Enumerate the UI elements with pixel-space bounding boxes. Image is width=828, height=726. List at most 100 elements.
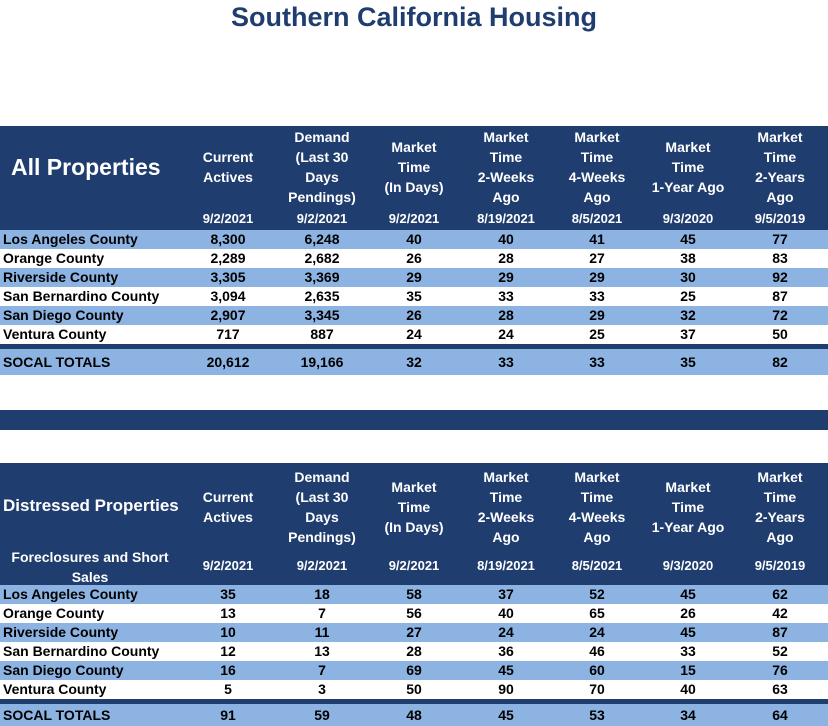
- table-cell: 28: [498, 250, 514, 266]
- distressed-properties-header: Distressed Properties Foreclosures and S…: [0, 463, 828, 585]
- table-cell: 45: [680, 586, 696, 602]
- table-cell: 69: [406, 662, 422, 678]
- all-properties-table: All Properties Current Actives Demand (Las…: [0, 126, 828, 375]
- distressed-properties-heading: Distressed Properties: [3, 496, 179, 515]
- total-cell: 35: [680, 354, 696, 370]
- total-cell: 20,612: [206, 354, 250, 370]
- table-cell: 50: [406, 681, 422, 697]
- table-row: Riverside County 3,305 3,369 29 29 29 30 92: [0, 268, 828, 287]
- table-cell: 37: [498, 586, 514, 602]
- county-name: San Diego County: [3, 307, 124, 323]
- table-cell: 8,300: [210, 231, 246, 247]
- table-cell: 3,369: [304, 269, 340, 285]
- distressed-subheading: Foreclosures and Short Sales: [11, 549, 169, 585]
- table-cell: 29: [498, 269, 514, 285]
- table-row: Ventura County 717 887 24 24 25 37 50: [0, 325, 828, 344]
- table-cell: 45: [680, 231, 696, 247]
- table-cell: 12: [220, 643, 236, 659]
- date-cell: 9/3/2020: [662, 211, 714, 226]
- distressed-properties-rows: Los Angeles County 35 18 58 37 52 45 62 Orange C…: [0, 585, 828, 699]
- distressed-totals-row: SOCAL TOTALS 91 59 48 45 53 34 64: [0, 704, 828, 726]
- table-cell: 52: [589, 586, 605, 602]
- table-cell: 58: [406, 586, 422, 602]
- table-cell: 11: [314, 624, 330, 640]
- table-row: Los Angeles County 35 18 58 37 52 45 62: [0, 585, 828, 604]
- table-cell: 29: [406, 269, 422, 285]
- divider: [0, 344, 828, 349]
- date-cell: 8/19/2021: [477, 558, 535, 573]
- table-cell: 40: [498, 605, 514, 621]
- header-market-time-1-year: Market Time 1-Year Ago: [651, 479, 725, 535]
- total-cell: 64: [772, 707, 788, 723]
- table-cell: 30: [680, 269, 696, 285]
- date-cell: 9/2/2021: [388, 211, 440, 226]
- header-market-time: Market Time (In Days): [384, 139, 444, 195]
- table-cell: 33: [680, 643, 696, 659]
- total-cell: 91: [220, 707, 236, 723]
- county-name: Riverside County: [3, 269, 119, 285]
- table-cell: 45: [498, 662, 514, 678]
- table-cell: 26: [406, 307, 422, 323]
- date-cell: 9/2/2021: [202, 558, 254, 573]
- table-row: San Bernardino County 3,094 2,635 35 33 33 25 8…: [0, 287, 828, 306]
- date-cell: 9/5/2019: [754, 558, 806, 573]
- table-cell: 25: [589, 326, 605, 342]
- table-cell: 87: [772, 624, 788, 640]
- date-cell: 9/2/2021: [296, 558, 348, 573]
- table-cell: 2,635: [304, 288, 340, 304]
- table-cell: 87: [772, 288, 788, 304]
- total-cell: 45: [498, 707, 514, 723]
- table-cell: 13: [220, 605, 236, 621]
- header-market-time-2-weeks: Market Time 2-Weeks Ago: [477, 129, 535, 205]
- total-cell: 33: [589, 354, 605, 370]
- table-cell: 7: [318, 662, 326, 678]
- table-cell: 24: [498, 326, 514, 342]
- table-cell: 3,345: [304, 307, 340, 323]
- table-cell: 76: [772, 662, 788, 678]
- table-cell: 63: [772, 681, 788, 697]
- total-label: SOCAL TOTALS: [3, 707, 111, 723]
- table-row: Orange County 2,289 2,682 26 28 27 38 83: [0, 249, 828, 268]
- section-band: [0, 410, 828, 430]
- county-name: San Bernardino County: [3, 288, 160, 304]
- header-market-time-2-years: Market Time 2-Years Ago: [755, 469, 805, 545]
- table-row: San Diego County 16 7 69 45 60 15 76: [0, 661, 828, 680]
- table-cell: 37: [680, 326, 696, 342]
- date-cell: 8/19/2021: [477, 211, 535, 226]
- total-cell: 32: [406, 354, 422, 370]
- table-cell: 887: [310, 326, 334, 342]
- table-cell: 35: [406, 288, 422, 304]
- total-cell: 19,166: [300, 354, 344, 370]
- table-cell: 60: [589, 662, 605, 678]
- header-market-time-2-weeks: Market Time 2-Weeks Ago: [477, 469, 535, 545]
- date-cell: 9/2/2021: [388, 558, 440, 573]
- header-market-time-4-weeks: Market Time 4-Weeks Ago: [568, 469, 626, 545]
- all-properties-rows: Los Angeles County 8,300 6,248 40 40 41 45 77 Or…: [0, 230, 828, 344]
- table-cell: 15: [680, 662, 696, 678]
- table-cell: 6,248: [304, 231, 340, 247]
- table-cell: 40: [406, 231, 422, 247]
- table-cell: 2,907: [210, 307, 246, 323]
- table-cell: 24: [498, 624, 514, 640]
- table-cell: 92: [772, 269, 788, 285]
- table-cell: 40: [498, 231, 514, 247]
- date-cell: 9/2/2021: [202, 211, 254, 226]
- table-cell: 62: [772, 586, 788, 602]
- table-cell: 46: [589, 643, 605, 659]
- header-demand: Demand (Last 30 Days Pendings): [288, 469, 356, 545]
- date-cell: 8/5/2021: [571, 211, 623, 226]
- total-cell: 33: [498, 354, 514, 370]
- table-row: Riverside County 10 11 27 24 24 45 87: [0, 623, 828, 642]
- table-cell: 717: [216, 326, 240, 342]
- county-name: Los Angeles County: [3, 586, 138, 602]
- header-market-time-2-years: Market Time 2-Years Ago: [755, 129, 805, 205]
- table-cell: 70: [589, 681, 605, 697]
- table-cell: 3,094: [210, 288, 246, 304]
- header-current-actives: Current Actives: [202, 149, 254, 185]
- table-cell: 26: [406, 250, 422, 266]
- table-cell: 45: [680, 624, 696, 640]
- date-cell: 9/3/2020: [662, 558, 714, 573]
- table-cell: 27: [589, 250, 605, 266]
- table-cell: 50: [772, 326, 788, 342]
- table-cell: 24: [589, 624, 605, 640]
